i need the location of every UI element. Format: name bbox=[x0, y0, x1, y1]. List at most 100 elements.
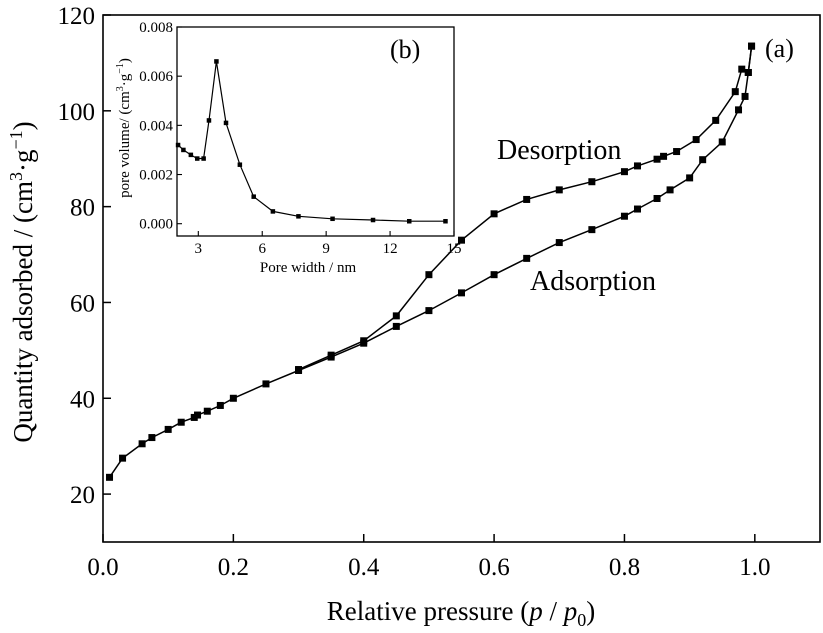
y-tick-label: 0.004 bbox=[139, 118, 173, 134]
adsorption-point bbox=[633, 205, 641, 213]
y-tick-label: 20 bbox=[70, 482, 95, 509]
pore-size-point bbox=[206, 118, 212, 123]
adsorption-point bbox=[718, 138, 726, 146]
adsorption-point bbox=[523, 254, 531, 262]
desorption-point bbox=[588, 178, 596, 186]
desorption-point bbox=[748, 42, 756, 50]
y-tick-label: 120 bbox=[58, 3, 96, 30]
pore-size-point bbox=[181, 147, 186, 153]
pore-size-point bbox=[296, 214, 301, 219]
pore-size-point bbox=[237, 162, 243, 167]
desorption-point bbox=[295, 366, 303, 374]
pore-size-point bbox=[175, 142, 181, 148]
desorption-point bbox=[692, 136, 700, 144]
pore-size-point bbox=[188, 152, 194, 158]
desorption-point bbox=[425, 271, 433, 279]
desorption-point bbox=[712, 116, 720, 124]
x-tick-label: 0.6 bbox=[478, 554, 509, 581]
y-tick-label: 0.002 bbox=[139, 168, 173, 184]
adsorption-point bbox=[194, 411, 202, 419]
desorption-point bbox=[327, 351, 335, 359]
desorption-point bbox=[458, 236, 465, 244]
main-series bbox=[106, 42, 756, 481]
adsorption-point bbox=[229, 394, 237, 402]
pore-size-point bbox=[201, 156, 206, 161]
x-tick-label: 12 bbox=[383, 241, 398, 257]
adsorption-point bbox=[262, 380, 270, 388]
inset-plot-frame bbox=[176, 26, 455, 237]
x-tick-label: 6 bbox=[258, 241, 266, 257]
y-tick-label: 40 bbox=[70, 386, 95, 413]
desorption-point bbox=[744, 68, 752, 76]
x-tick-label: 9 bbox=[322, 241, 330, 257]
x-tick-label: 0.4 bbox=[348, 554, 380, 581]
main-plot: 0.0 0.2 0.4 0.6 0.8 1.0 20 40 60 80 100 120 (a) De… bbox=[6, 3, 821, 630]
desorption-point bbox=[673, 148, 681, 156]
pore-size-line bbox=[177, 61, 446, 222]
desorption-point bbox=[620, 168, 628, 176]
adsorption-point bbox=[164, 425, 172, 433]
desorption-point bbox=[633, 162, 641, 170]
x-tick-label: 0.2 bbox=[218, 554, 249, 581]
adsorption-point bbox=[458, 289, 465, 297]
main-x-axis-title: Relative pressure (p / p0) bbox=[327, 596, 595, 630]
adsorption-point bbox=[392, 322, 400, 330]
main-y-axis-title: Quantity adsorbed / (cm3·g−1) bbox=[6, 121, 38, 442]
desorption-point bbox=[731, 88, 739, 96]
adsorption-point bbox=[735, 106, 743, 114]
adsorption-point bbox=[203, 407, 211, 415]
desorption-annotation: Desorption bbox=[497, 135, 621, 166]
adsorption-point bbox=[148, 434, 156, 442]
desorption-point bbox=[490, 210, 498, 218]
adsorption-point bbox=[119, 454, 127, 462]
adsorption-point bbox=[741, 92, 749, 100]
inset-x-ticks: 3 6 9 12 15 bbox=[195, 231, 462, 257]
adsorption-point bbox=[699, 156, 707, 164]
adsorption-point bbox=[686, 174, 694, 182]
inset-background bbox=[177, 27, 454, 236]
adsorption-point bbox=[588, 226, 596, 234]
adsorption-point bbox=[490, 271, 498, 279]
adsorption-point bbox=[555, 239, 563, 247]
desorption-point bbox=[555, 186, 563, 194]
pore-size-point bbox=[194, 156, 200, 161]
adsorption-point bbox=[653, 194, 661, 202]
pore-size-point bbox=[270, 209, 276, 214]
y-tick-label: 80 bbox=[70, 195, 95, 222]
desorption-point bbox=[360, 337, 368, 345]
inset-y-axis-title: pore volume/ (cm3·g−1) bbox=[115, 58, 133, 198]
pore-size-point bbox=[223, 120, 229, 126]
x-tick-label: 0.0 bbox=[87, 554, 118, 581]
inset-y-ticks: 0.000 0.002 0.004 0.006 0.008 bbox=[139, 20, 182, 233]
x-tick-label: 15 bbox=[447, 241, 462, 257]
adsorption-point bbox=[666, 186, 674, 194]
y-tick-label: 0.006 bbox=[139, 69, 173, 85]
main-plot-frame bbox=[102, 14, 821, 543]
pore-size-point bbox=[251, 194, 256, 199]
desorption-point bbox=[523, 195, 531, 203]
panel-label-a: (a) bbox=[765, 34, 794, 63]
pore-size-point bbox=[443, 218, 448, 224]
panel-label-b: (b) bbox=[390, 35, 420, 64]
adsorption-annotation: Adsorption bbox=[530, 266, 656, 297]
desorption-point bbox=[392, 312, 400, 320]
adsorption-point bbox=[216, 401, 224, 409]
desorption-point bbox=[660, 152, 668, 160]
desorption-point bbox=[738, 65, 746, 73]
x-tick-label: 0.8 bbox=[609, 554, 640, 581]
adsorption-point bbox=[620, 212, 628, 220]
x-tick-label: 1.0 bbox=[739, 554, 770, 581]
pore-size-point bbox=[407, 218, 412, 224]
pore-size-point bbox=[330, 216, 335, 222]
inset-x-axis-title: Pore width / nm bbox=[260, 260, 357, 276]
adsorption-point bbox=[106, 473, 114, 481]
y-tick-label: 0.000 bbox=[139, 217, 173, 233]
adsorption-point bbox=[138, 440, 146, 448]
desorption-point bbox=[653, 155, 661, 163]
adsorption-point bbox=[177, 418, 185, 426]
pore-size-point bbox=[214, 59, 219, 64]
y-tick-label: 100 bbox=[58, 99, 96, 126]
inset-plot: 3 6 9 12 15 0.000 0.002 0.004 0.006 0.008 (b) Po… bbox=[115, 20, 462, 276]
y-tick-label: 0.008 bbox=[139, 20, 173, 36]
